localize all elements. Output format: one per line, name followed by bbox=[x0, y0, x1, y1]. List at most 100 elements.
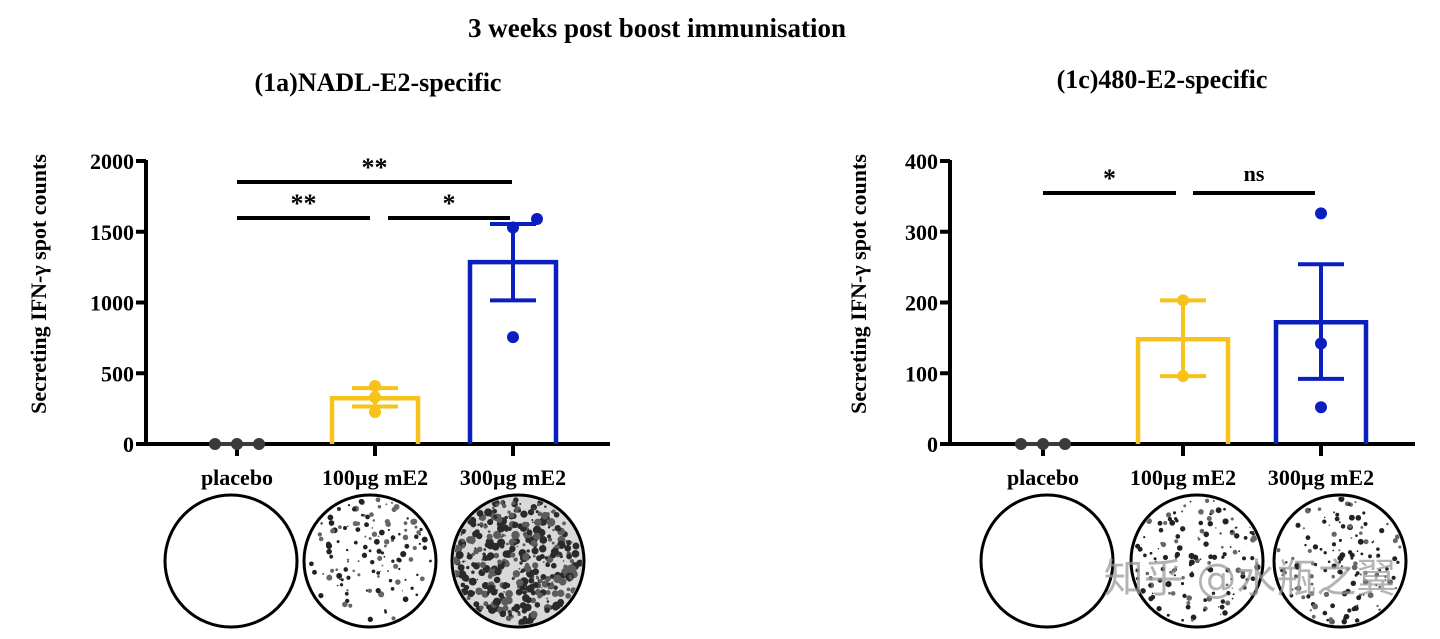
spot bbox=[416, 573, 419, 577]
data-point bbox=[507, 331, 519, 344]
spot bbox=[340, 578, 344, 582]
spot bbox=[1340, 524, 1346, 529]
spot bbox=[487, 590, 491, 594]
spot bbox=[538, 578, 543, 583]
spot bbox=[347, 560, 349, 563]
spot bbox=[1322, 519, 1327, 524]
spot bbox=[544, 556, 548, 560]
spot bbox=[1220, 545, 1224, 549]
spot bbox=[505, 615, 512, 622]
spot bbox=[387, 570, 390, 572]
spot bbox=[325, 542, 333, 550]
spot bbox=[391, 559, 395, 563]
spot bbox=[1165, 581, 1172, 588]
spot bbox=[380, 551, 384, 555]
spot bbox=[517, 611, 520, 614]
spot bbox=[574, 551, 577, 555]
spot bbox=[545, 575, 551, 582]
spot bbox=[1323, 591, 1330, 597]
spot bbox=[1176, 545, 1183, 551]
spot bbox=[1203, 598, 1208, 603]
x-tick-label: placebo bbox=[201, 465, 273, 490]
spot bbox=[365, 589, 369, 592]
spot bbox=[1335, 512, 1340, 517]
spot bbox=[419, 576, 425, 582]
spot bbox=[1359, 573, 1362, 576]
spot bbox=[501, 597, 510, 606]
spot bbox=[1323, 516, 1326, 519]
spot bbox=[1348, 502, 1353, 507]
spot bbox=[471, 579, 474, 582]
spot bbox=[1323, 551, 1327, 555]
spot bbox=[414, 534, 419, 539]
spot bbox=[1222, 552, 1227, 557]
spot bbox=[1135, 568, 1140, 573]
spot bbox=[502, 550, 510, 558]
spot bbox=[1186, 595, 1192, 601]
y-tick-label: 1000 bbox=[90, 291, 134, 316]
spot bbox=[460, 533, 463, 536]
spot bbox=[550, 547, 559, 556]
spot bbox=[1167, 517, 1173, 522]
spot bbox=[1351, 564, 1358, 571]
y-tick-label: 500 bbox=[101, 361, 134, 386]
spot bbox=[1294, 563, 1300, 569]
spot bbox=[353, 540, 358, 545]
spot bbox=[345, 548, 349, 552]
spot bbox=[471, 552, 475, 557]
spot bbox=[1197, 537, 1201, 541]
spot bbox=[372, 519, 376, 522]
spot bbox=[377, 505, 382, 509]
spot bbox=[1205, 534, 1208, 538]
spot bbox=[466, 565, 470, 570]
well-spots bbox=[309, 497, 432, 622]
spot bbox=[1356, 604, 1359, 606]
spot bbox=[558, 552, 562, 556]
spot bbox=[320, 522, 323, 525]
spot bbox=[1306, 594, 1311, 599]
spot bbox=[1356, 550, 1359, 552]
spot bbox=[528, 556, 531, 559]
spot bbox=[526, 529, 533, 536]
spot bbox=[557, 598, 565, 606]
spot bbox=[1202, 608, 1206, 612]
panel-title: (1a)NADL-E2-specific bbox=[255, 68, 502, 97]
spot bbox=[376, 571, 381, 575]
spot bbox=[461, 539, 465, 543]
spot bbox=[1199, 528, 1205, 534]
spot bbox=[1148, 583, 1152, 587]
spot bbox=[371, 527, 374, 529]
data-point bbox=[1177, 294, 1189, 307]
spot bbox=[530, 504, 538, 511]
spot bbox=[322, 572, 325, 575]
spot bbox=[375, 588, 381, 594]
spot bbox=[551, 590, 559, 598]
spot bbox=[393, 563, 399, 569]
spot bbox=[1360, 552, 1364, 556]
spot bbox=[511, 501, 516, 506]
spot bbox=[357, 573, 361, 577]
spot bbox=[1156, 606, 1162, 612]
well-background bbox=[304, 495, 436, 627]
spot bbox=[1180, 526, 1186, 532]
spot bbox=[544, 505, 547, 509]
spot bbox=[343, 567, 349, 572]
spot bbox=[384, 518, 390, 525]
spot bbox=[1341, 590, 1348, 597]
spot bbox=[486, 584, 496, 593]
spot bbox=[530, 597, 536, 604]
spot bbox=[1338, 538, 1342, 542]
spot bbox=[352, 569, 355, 573]
spot bbox=[328, 520, 335, 526]
spot bbox=[1394, 534, 1400, 540]
spot bbox=[1145, 571, 1150, 576]
spot bbox=[1234, 527, 1237, 529]
spot bbox=[519, 561, 523, 565]
spot bbox=[483, 548, 487, 551]
spot bbox=[509, 545, 516, 553]
spot bbox=[1165, 512, 1172, 518]
data-point bbox=[369, 379, 381, 392]
spot bbox=[548, 537, 553, 542]
spot bbox=[1217, 606, 1220, 608]
spot bbox=[561, 568, 568, 574]
